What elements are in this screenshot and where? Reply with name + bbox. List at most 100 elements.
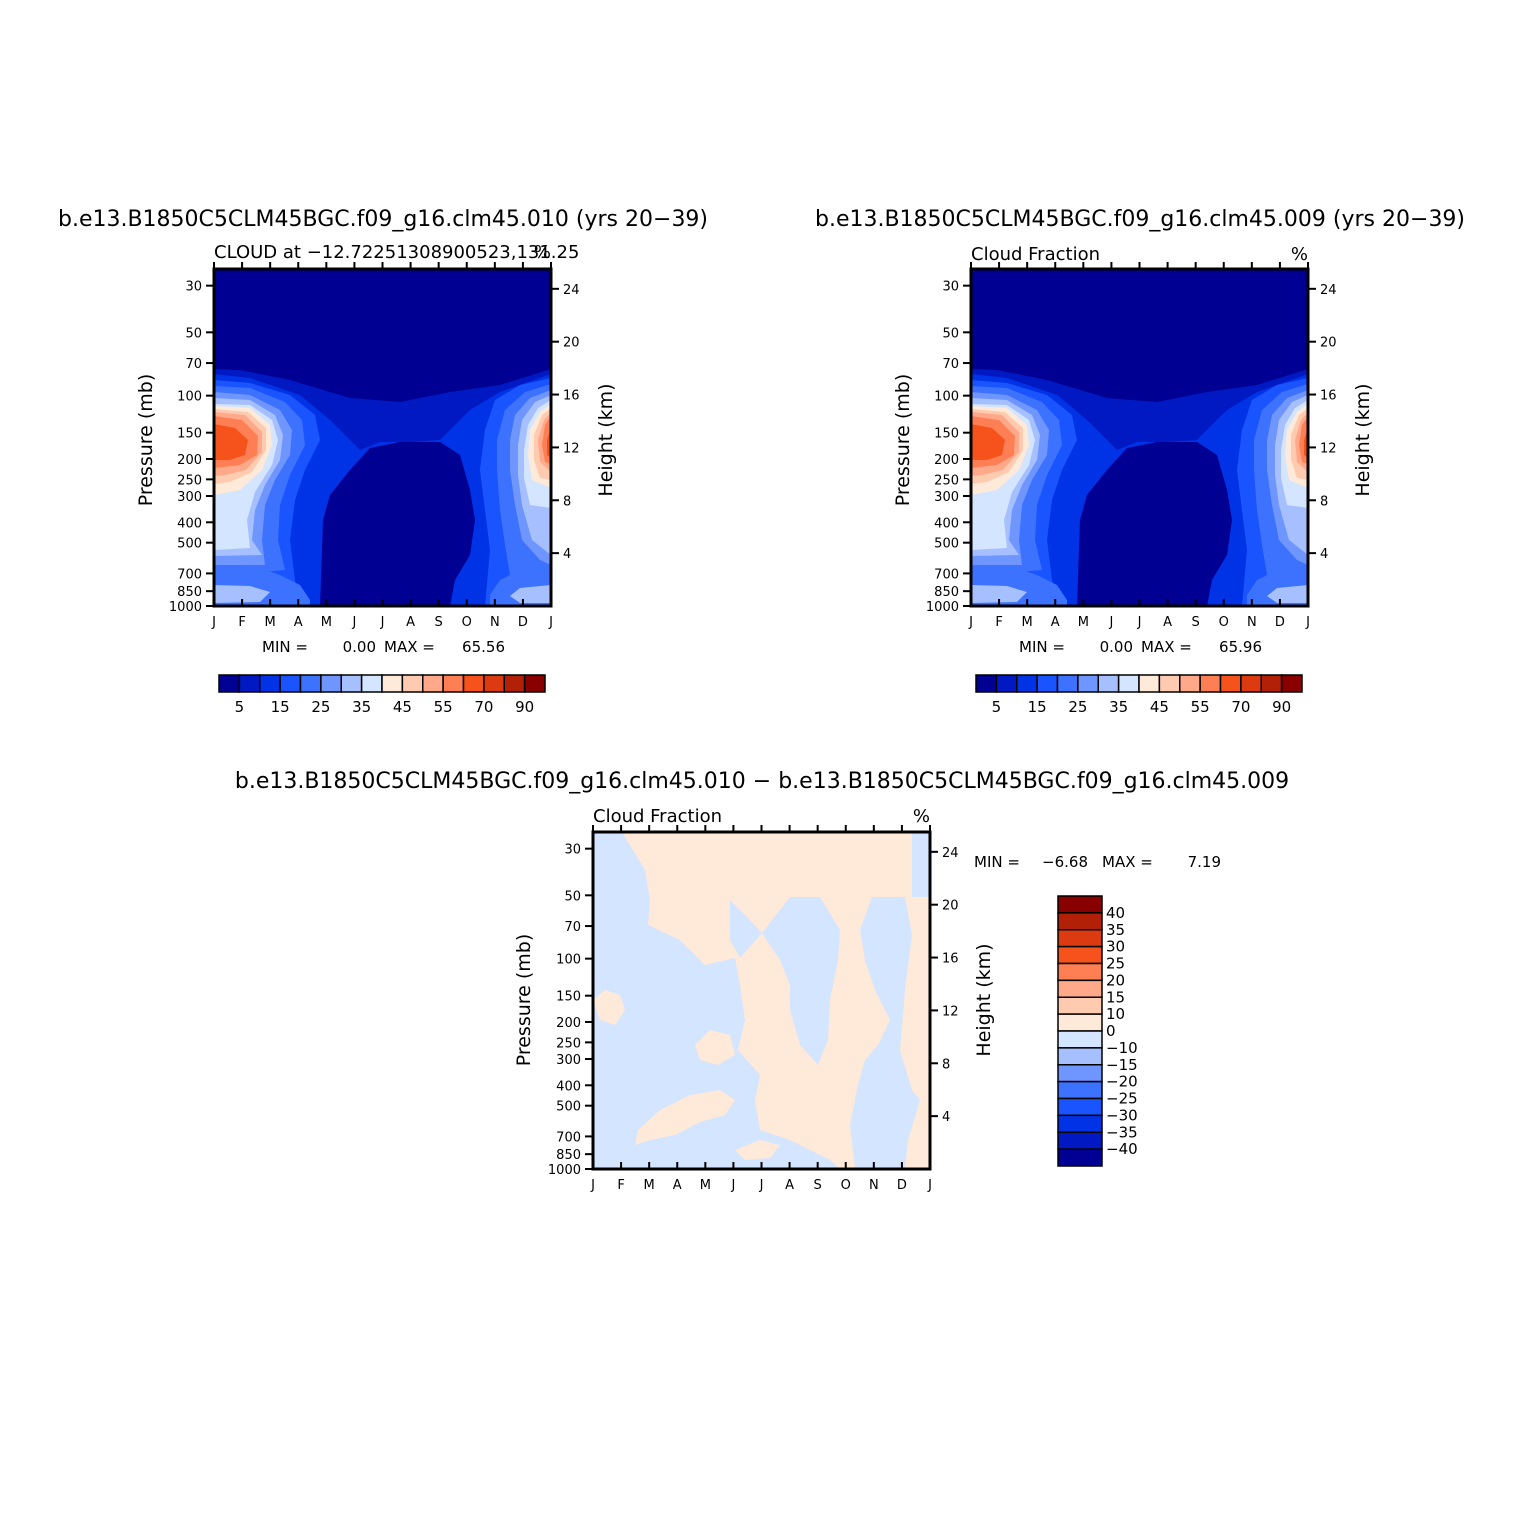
contour-fill-positive-island-1: [593, 990, 625, 1025]
panel-control-min-label: MIN =: [262, 638, 308, 656]
y-tick-label: 150: [177, 427, 202, 442]
x-tick-label: J: [1305, 615, 1310, 630]
colorbar-swatch: [1057, 1080, 1103, 1100]
colorbar-swatch: [1057, 1114, 1103, 1133]
y-tick-label: 700: [934, 567, 959, 582]
x-tick-label: A: [1051, 615, 1060, 630]
y-tick-label: 200: [177, 453, 202, 468]
y-tick-label: 500: [556, 1100, 581, 1115]
x-tick-label: J: [968, 615, 973, 630]
colorbar-swatch: [1057, 912, 1103, 931]
colorbar-swatch: [1057, 895, 1103, 914]
panel-test-max-label: MAX =: [1141, 638, 1192, 656]
y-tick-label: 250: [556, 1036, 581, 1051]
contour-fill-level-10: [971, 412, 1308, 476]
x-tick-label: J: [759, 1178, 764, 1193]
x-tick-label: A: [785, 1178, 794, 1193]
y2-tick-label: 20: [942, 899, 959, 914]
panel-control-min-value: 0.00: [343, 638, 376, 656]
colorbar-swatch: [1057, 979, 1103, 998]
x-tick-label: M: [644, 1178, 655, 1193]
y2-tick-label: 4: [1320, 547, 1328, 562]
panel-test-left-string: Cloud Fraction: [971, 244, 1100, 265]
panel-test-max-value: 65.96: [1219, 638, 1262, 656]
colorbar-label: 70: [1231, 698, 1250, 716]
panel-test-y2label: Height (km): [1352, 383, 1374, 496]
y2-tick-label: 16: [1320, 389, 1337, 404]
x-tick-label: S: [435, 615, 443, 630]
colorbar-label: 10: [1106, 1005, 1125, 1023]
colorbar-label: −10: [1106, 1039, 1138, 1057]
y-tick-label: 150: [556, 990, 581, 1005]
colorbar-label: 40: [1106, 904, 1125, 922]
panel-test-title: b.e13.B1850C5CLM45BGC.f09_g16.clm45.009 …: [815, 207, 1465, 232]
contour-fill-low-level-2: [971, 585, 1308, 603]
contour-fill-level-4: [971, 384, 1308, 576]
x-tick-label: J: [1137, 615, 1142, 630]
y-tick-label: 100: [934, 390, 959, 405]
panel-difference-ylabel: Pressure (mb): [513, 934, 535, 1067]
panel-test-min-value: 0.00: [1100, 638, 1133, 656]
panel-control-y2label: Height (km): [595, 383, 617, 496]
colorbar-label: 90: [1272, 698, 1291, 716]
x-tick-label: M: [700, 1178, 711, 1193]
x-tick-label: D: [1275, 615, 1285, 630]
x-tick-label: A: [406, 615, 415, 630]
panel-control-max-label: MAX =: [384, 638, 435, 656]
colorbar-label: −25: [1106, 1090, 1138, 1108]
colorbar-swatch: [1036, 674, 1059, 693]
x-tick-label: J: [590, 1178, 595, 1193]
y-tick-label: 150: [934, 427, 959, 442]
y-tick-label: 500: [177, 537, 202, 552]
colorbar-label: 90: [515, 698, 534, 716]
colorbar-swatch: [1199, 674, 1222, 693]
panel-difference-units: %: [913, 806, 930, 827]
x-tick-label: A: [673, 1178, 682, 1193]
colorbar-label: −35: [1106, 1123, 1138, 1141]
colorbar-swatch: [360, 674, 383, 693]
colorbar-label: 15: [1106, 988, 1125, 1006]
colorbar-label: 30: [1106, 938, 1125, 956]
colorbar-swatch: [1097, 674, 1120, 693]
colorbar-swatch: [1179, 674, 1201, 693]
contour-fill-level-9: [971, 408, 1308, 484]
colorbar-swatch: [238, 674, 261, 693]
y2-tick-label: 24: [942, 846, 959, 861]
colorbar-swatch: [1057, 1148, 1103, 1167]
y2-tick-label: 20: [1320, 336, 1337, 351]
contour-fill-positive-island-3: [635, 1090, 735, 1145]
y-tick-label: 1000: [169, 600, 202, 615]
colorbar-label: −15: [1106, 1056, 1138, 1074]
y2-tick-label: 12: [563, 441, 580, 456]
x-tick-label: J: [548, 615, 553, 630]
colorbar-label: 55: [1191, 698, 1210, 716]
panel-control-max-value: 65.56: [462, 638, 505, 656]
x-tick-label: A: [1163, 615, 1172, 630]
panel-test-field: [971, 269, 1308, 606]
colorbar-swatch: [1056, 674, 1079, 693]
y-tick-label: 850: [177, 585, 202, 600]
y-tick-label: 50: [942, 326, 959, 341]
colorbar-label: 55: [434, 698, 453, 716]
panel-difference-left-string: Cloud Fraction: [593, 806, 722, 827]
y2-tick-label: 24: [1320, 283, 1337, 298]
contour-fill-negative-2: [730, 900, 762, 958]
colorbar-swatch: [320, 674, 342, 693]
colorbar-label: −30: [1106, 1106, 1138, 1124]
panel-difference-field: [593, 832, 930, 1169]
colorbar-swatch: [442, 674, 465, 693]
colorbar-swatch: [523, 674, 546, 693]
contour-fill-zero-pocket: [320, 442, 475, 606]
colorbar-swatch: [995, 674, 1018, 693]
panel-control-ylabel: Pressure (mb): [135, 374, 157, 507]
colorbar-swatch: [218, 674, 241, 693]
y-tick-label: 200: [556, 1016, 581, 1031]
y-tick-label: 250: [177, 473, 202, 488]
contour-fill-low-level: [214, 566, 551, 606]
panel-control-title: b.e13.B1850C5CLM45BGC.f09_g16.clm45.010 …: [58, 207, 708, 232]
colorbar-swatch: [1057, 962, 1103, 982]
